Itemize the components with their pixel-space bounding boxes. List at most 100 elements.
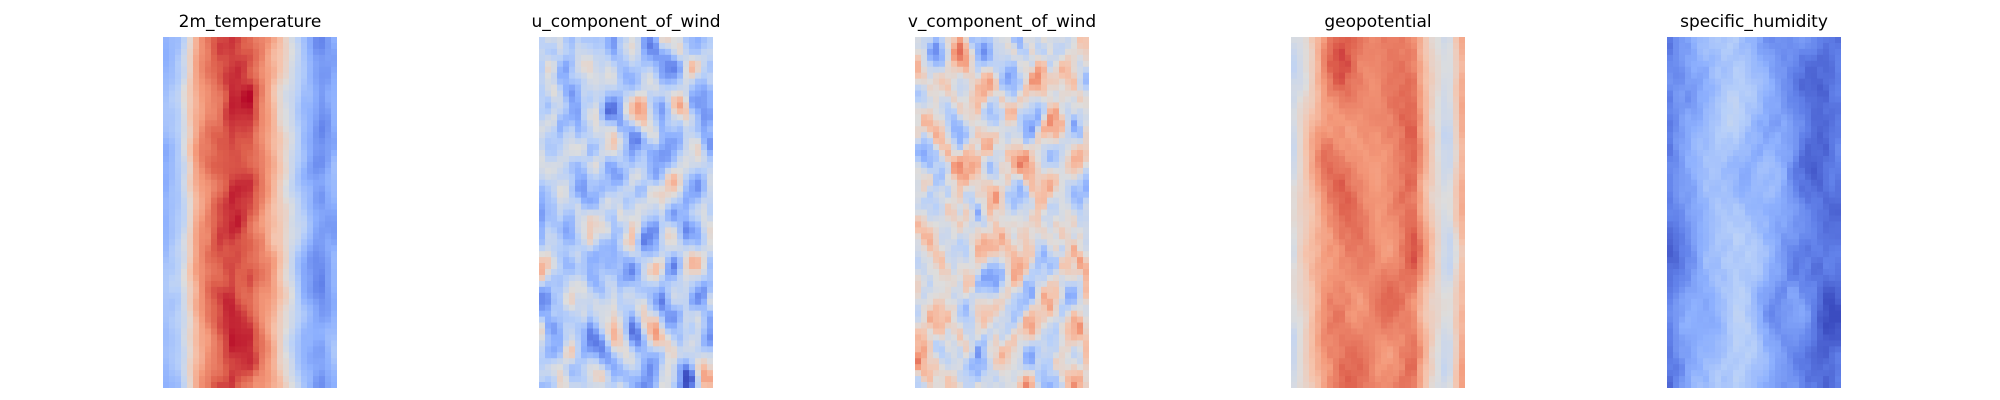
heatmap-cell xyxy=(999,316,1006,324)
heatmap-cell xyxy=(671,280,678,288)
heatmap-cell xyxy=(557,108,564,115)
heatmap-cell xyxy=(933,245,940,252)
heatmap-cell xyxy=(611,370,618,377)
heatmap-cell xyxy=(659,257,666,264)
heatmap-cell xyxy=(1077,144,1084,151)
heatmap-cell xyxy=(283,352,290,359)
heatmap-cell xyxy=(247,144,254,151)
heatmap-cell xyxy=(957,221,964,228)
heatmap-cell xyxy=(671,114,678,121)
heatmap-cell xyxy=(1077,292,1084,300)
heatmap-cell xyxy=(557,197,564,205)
heatmap-cell xyxy=(951,209,958,217)
heatmap-cell xyxy=(1047,60,1054,68)
heatmap-cell xyxy=(289,257,296,264)
heatmap-cell xyxy=(253,233,260,240)
heatmap-cell xyxy=(695,155,702,163)
heatmap-cell xyxy=(259,144,266,151)
heatmap-cell xyxy=(611,310,618,318)
heatmap-cell xyxy=(605,340,612,347)
heatmap-cell xyxy=(593,215,600,223)
heatmap-cell xyxy=(647,370,654,377)
heatmap-cell xyxy=(229,108,236,115)
heatmap-cell xyxy=(677,155,684,163)
heatmap-cell xyxy=(653,48,660,56)
heatmap-cell xyxy=(653,144,660,151)
heatmap-cell xyxy=(169,167,176,175)
heatmap-cell xyxy=(325,54,332,62)
heatmap-cell xyxy=(205,102,212,109)
heatmap-cell xyxy=(539,239,546,246)
heatmap-cell xyxy=(951,102,958,109)
heatmap-cell xyxy=(677,352,684,359)
heatmap-cell xyxy=(611,161,618,169)
heatmap-cell xyxy=(205,173,212,181)
heatmap-cell xyxy=(169,144,176,151)
heatmap-cell xyxy=(1065,173,1072,181)
heatmap-cell xyxy=(575,167,582,175)
heatmap-cell xyxy=(689,304,696,312)
heatmap-cell xyxy=(659,155,666,163)
heatmap-cell xyxy=(933,167,940,175)
heatmap-cell xyxy=(653,292,660,300)
heatmap-cell xyxy=(169,215,176,223)
heatmap-cell xyxy=(1017,227,1024,234)
heatmap-cell xyxy=(677,221,684,228)
heatmap-cell xyxy=(635,286,642,294)
heatmap-cell xyxy=(295,102,302,109)
heatmap-cell xyxy=(641,292,648,300)
heatmap-cell xyxy=(211,179,218,187)
heatmap-cell xyxy=(193,108,200,115)
heatmap-cell xyxy=(331,144,337,151)
heatmap-cell xyxy=(1011,150,1018,157)
heatmap-cell xyxy=(319,108,326,115)
heatmap-cell xyxy=(1041,298,1048,306)
heatmap-cell xyxy=(205,48,212,56)
heatmap-cell xyxy=(605,96,612,104)
heatmap-cell xyxy=(701,304,708,312)
heatmap-cell xyxy=(229,179,236,187)
heatmap-cell xyxy=(581,90,588,98)
heatmap-cell xyxy=(665,167,672,175)
heatmap-cell xyxy=(623,191,630,199)
heatmap-cell xyxy=(1029,292,1036,300)
heatmap-cell xyxy=(563,245,570,252)
heatmap-cell xyxy=(641,334,648,342)
heatmap-cell xyxy=(163,42,170,50)
heatmap-cell xyxy=(665,179,672,187)
heatmap-cell xyxy=(229,280,236,288)
heatmap-cell xyxy=(301,269,308,276)
heatmap-cell xyxy=(265,155,272,163)
heatmap-cell xyxy=(1023,292,1030,300)
heatmap-cell xyxy=(1017,185,1024,193)
heatmap-cell xyxy=(659,191,666,199)
heatmap-cell xyxy=(1083,280,1089,288)
heatmap-cell xyxy=(1083,102,1089,109)
heatmap-cell xyxy=(539,358,546,365)
heatmap-cell xyxy=(623,132,630,139)
heatmap-cell xyxy=(211,221,218,228)
heatmap-cell xyxy=(1035,90,1042,98)
heatmap-cell xyxy=(175,185,182,193)
heatmap-cell xyxy=(975,173,982,181)
heatmap-cell xyxy=(1065,102,1072,109)
heatmap-cell xyxy=(671,120,678,127)
heatmap-cell xyxy=(695,108,702,115)
heatmap-cell xyxy=(229,346,236,353)
heatmap-cell xyxy=(945,239,952,246)
heatmap-cell xyxy=(987,245,994,252)
heatmap-cell xyxy=(641,346,648,353)
heatmap-cell xyxy=(599,197,606,205)
heatmap-cell xyxy=(707,173,713,181)
heatmap-cell xyxy=(1029,126,1036,133)
heatmap-cell xyxy=(163,155,170,163)
heatmap-cell xyxy=(1083,346,1089,353)
heatmap-cell xyxy=(957,72,964,80)
heatmap-cell xyxy=(975,263,982,270)
heatmap-cell xyxy=(193,96,200,104)
heatmap-cell xyxy=(1035,334,1042,342)
heatmap-cell xyxy=(235,138,242,145)
heatmap-cell xyxy=(229,54,236,62)
heatmap-cell xyxy=(217,179,224,187)
heatmap-cell xyxy=(1071,203,1078,211)
